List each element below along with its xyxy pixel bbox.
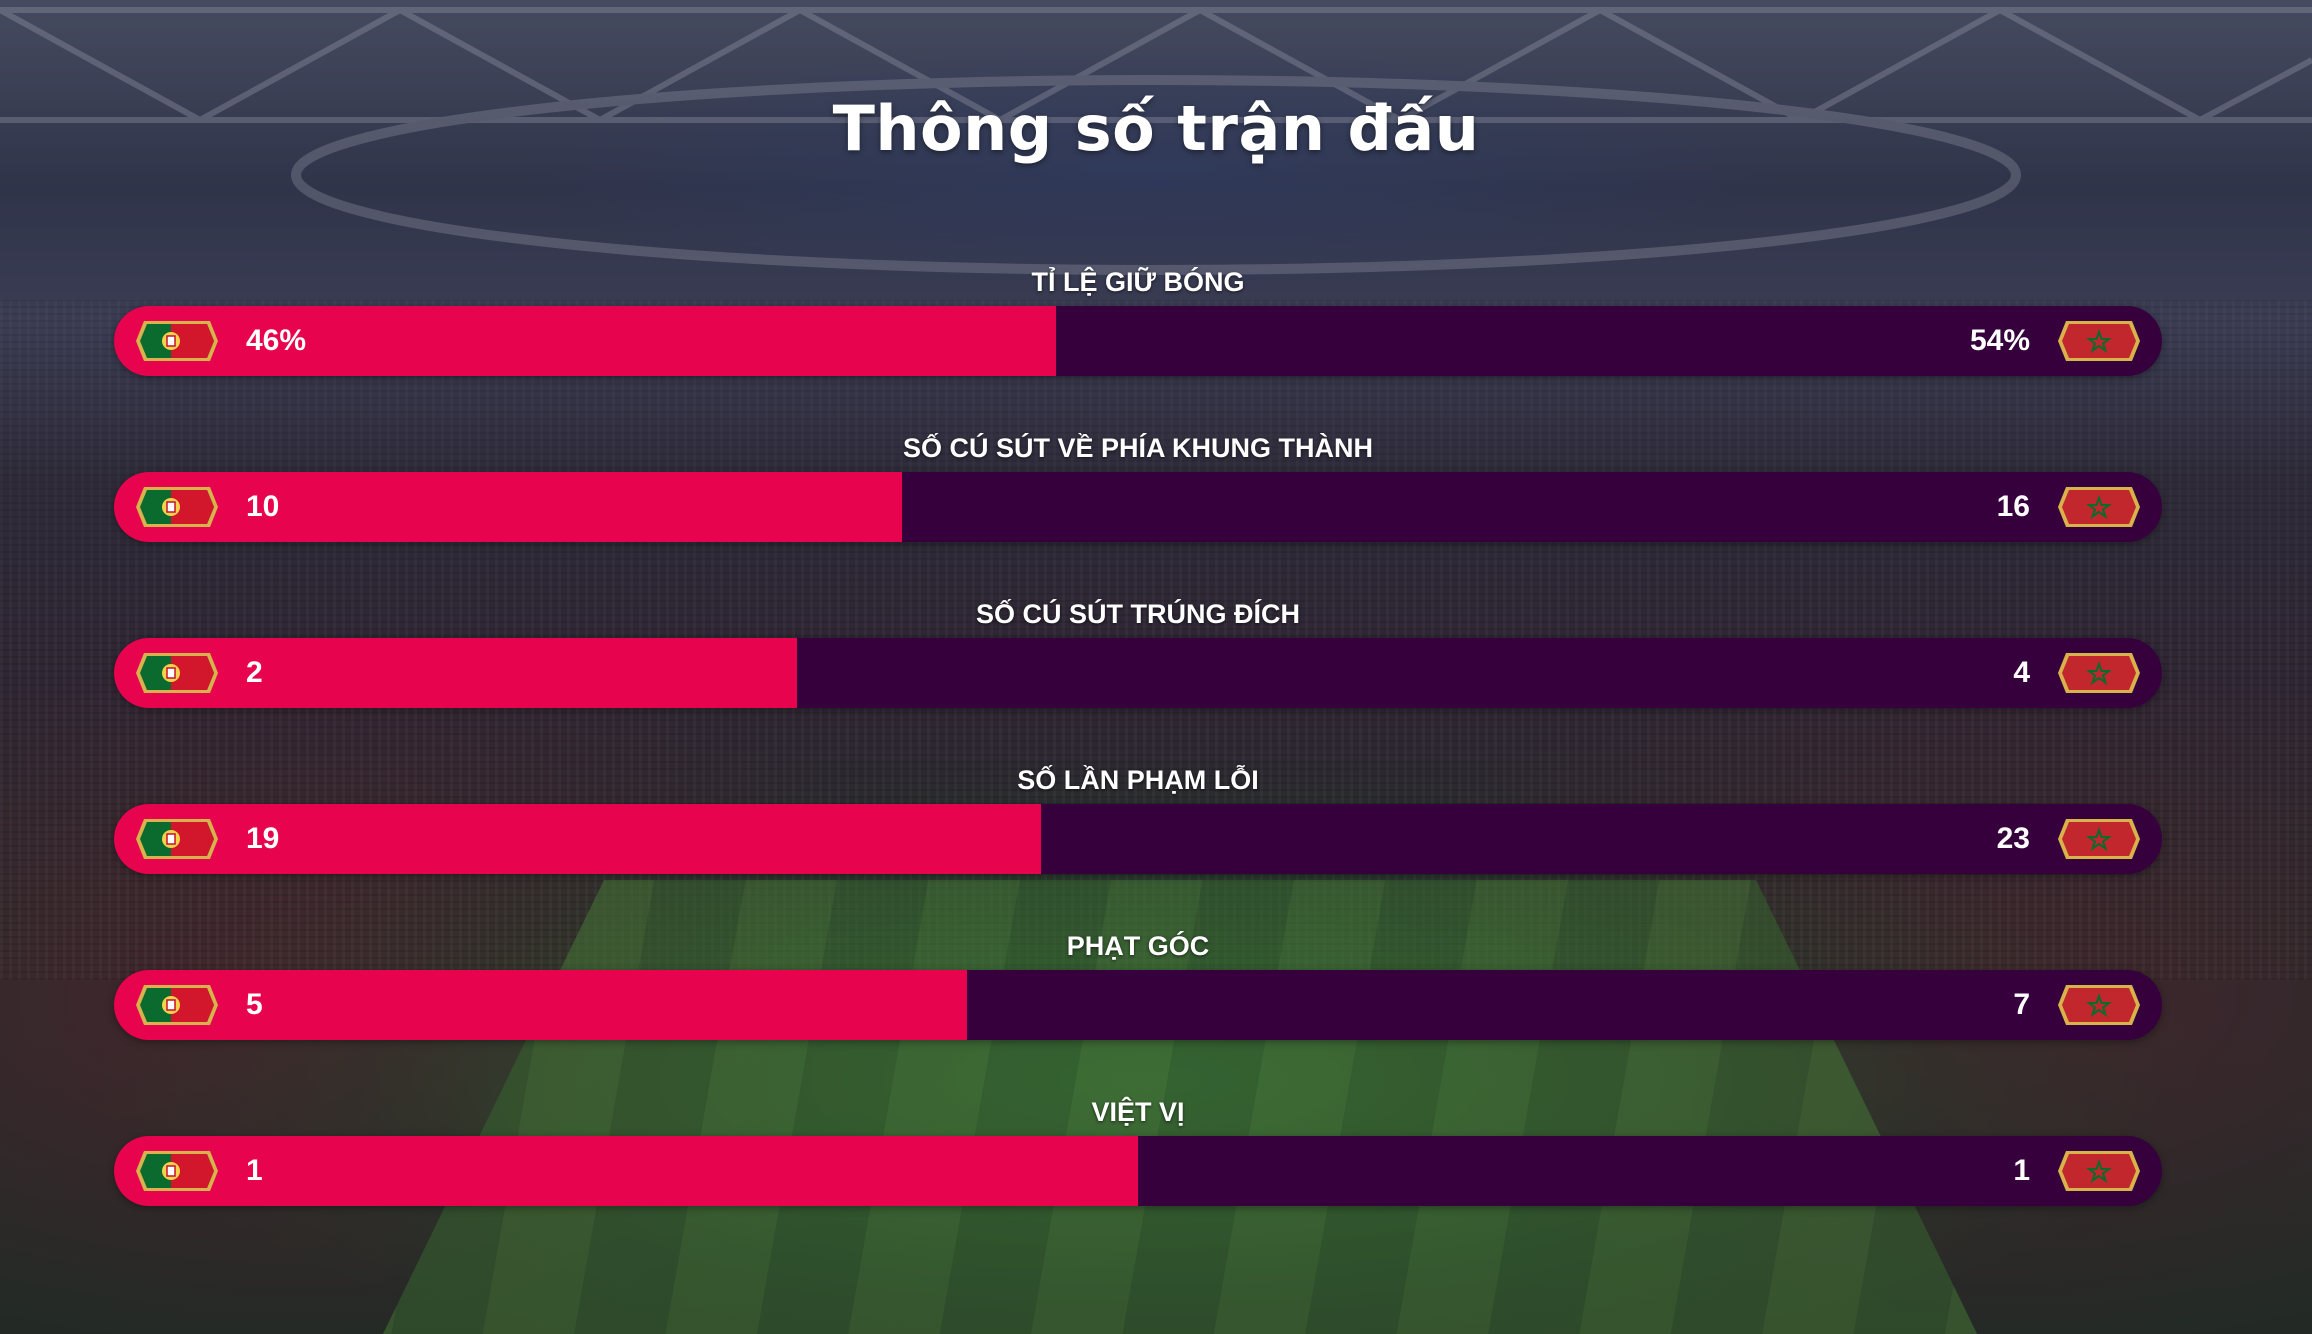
stat-label: VIỆT VỊ bbox=[1091, 1097, 1185, 1127]
home-bar-fill bbox=[114, 1136, 1138, 1206]
football-pitch bbox=[380, 880, 1980, 1334]
morocco-flag-icon bbox=[2056, 651, 2142, 695]
stat-row: SỐ LẦN PHẠM LỖI 19 23 bbox=[114, 762, 2162, 874]
home-value: 1 bbox=[246, 1154, 263, 1187]
home-bar-fill bbox=[114, 638, 797, 708]
portugal-flag-icon bbox=[134, 983, 220, 1027]
away-value: 16 bbox=[1996, 490, 2030, 523]
stat-bar: 10 16 bbox=[114, 472, 2162, 542]
morocco-flag-icon bbox=[2056, 983, 2142, 1027]
morocco-flag-icon bbox=[2056, 319, 2142, 363]
away-value: 7 bbox=[2013, 988, 2030, 1021]
portugal-flag-icon bbox=[134, 817, 220, 861]
page-title: Thông số trận đấu bbox=[832, 92, 1480, 165]
stadium-roof bbox=[0, 6, 2312, 275]
home-bar-fill bbox=[114, 970, 967, 1040]
home-bar-fill bbox=[114, 804, 1041, 874]
stat-label: SỐ CÚ SÚT TRÚNG ĐÍCH bbox=[976, 599, 1300, 629]
portugal-flag-icon bbox=[134, 651, 220, 695]
stat-row: SỐ CÚ SÚT VỀ PHÍA KHUNG THÀNH 10 16 bbox=[114, 430, 2162, 542]
portugal-flag-icon bbox=[134, 1149, 220, 1193]
away-value: 23 bbox=[1996, 822, 2030, 855]
morocco-flag-icon bbox=[2056, 1149, 2142, 1193]
portugal-flag-icon bbox=[134, 485, 220, 529]
stat-label: PHẠT GÓC bbox=[1066, 931, 1210, 961]
away-value: 4 bbox=[2013, 656, 2030, 689]
morocco-flag-icon bbox=[2056, 817, 2142, 861]
home-value: 10 bbox=[246, 490, 280, 523]
stat-row: SỐ CÚ SÚT TRÚNG ĐÍCH 2 4 bbox=[114, 596, 2162, 708]
portugal-flag-icon bbox=[134, 319, 220, 363]
stat-bar: 19 23 bbox=[114, 804, 2162, 874]
home-value: 46% bbox=[246, 324, 307, 357]
away-value: 54% bbox=[1969, 324, 2030, 357]
home-bar-fill bbox=[114, 306, 1056, 376]
stat-row: VIỆT VỊ 1 1 bbox=[114, 1094, 2162, 1206]
stat-bar: 46% 54% bbox=[114, 306, 2162, 376]
stat-label: SỐ LẦN PHẠM LỖI bbox=[1017, 765, 1259, 795]
away-value: 1 bbox=[2013, 1154, 2030, 1187]
home-value: 2 bbox=[246, 656, 263, 689]
stat-label: SỐ CÚ SÚT VỀ PHÍA KHUNG THÀNH bbox=[902, 433, 1374, 463]
home-bar-fill bbox=[114, 472, 902, 542]
stat-label: TỈ LỆ GIỮ BÓNG bbox=[1031, 267, 1245, 297]
stat-row: PHẠT GÓC 5 7 bbox=[114, 928, 2162, 1040]
stat-row: TỈ LỆ GIỮ BÓNG 46% 54% bbox=[114, 264, 2162, 376]
morocco-flag-icon bbox=[2056, 485, 2142, 529]
home-value: 19 bbox=[246, 822, 280, 855]
home-value: 5 bbox=[246, 988, 263, 1021]
